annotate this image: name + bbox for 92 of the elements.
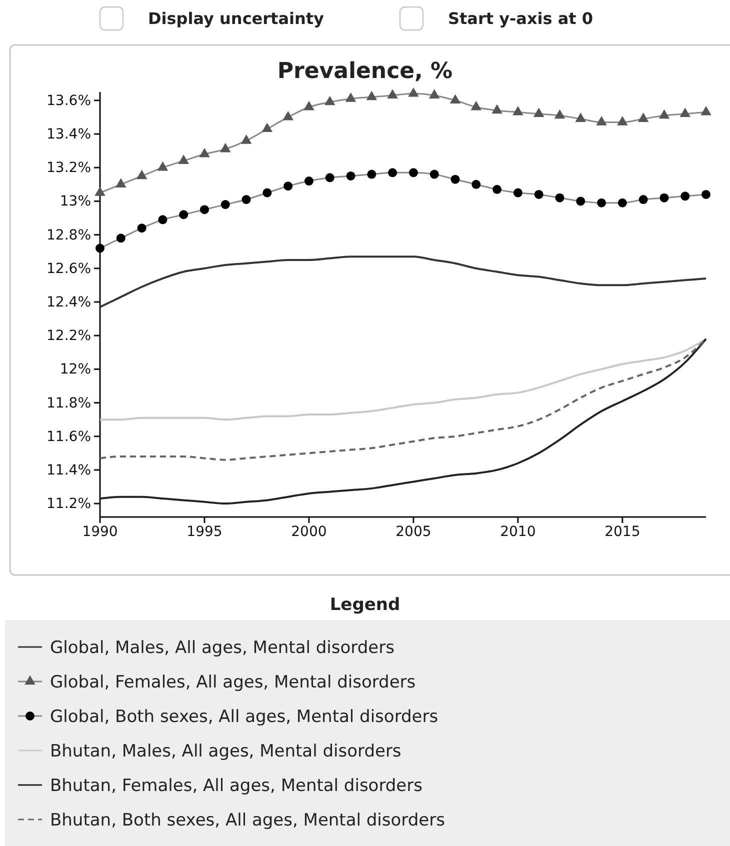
point <box>575 112 586 122</box>
legend-title: Legend <box>330 595 400 615</box>
y-tick-label: 12.2% <box>46 328 91 344</box>
point <box>240 134 252 144</box>
point <box>702 190 710 199</box>
x-tick-label: 2000 <box>291 524 327 540</box>
point <box>596 116 607 126</box>
point <box>325 173 334 182</box>
point <box>284 182 293 191</box>
point <box>470 100 482 110</box>
y-tick-label: 12% <box>60 362 91 378</box>
point <box>450 174 460 184</box>
point <box>282 110 294 120</box>
point <box>262 122 273 132</box>
y-tick-label: 11.8% <box>46 395 91 412</box>
point <box>200 205 209 214</box>
point <box>367 170 376 179</box>
point <box>555 193 564 202</box>
point <box>346 171 356 180</box>
point <box>638 112 649 122</box>
point <box>366 90 378 100</box>
x-tick-label: 1990 <box>82 524 118 540</box>
line-series <box>99 256 707 308</box>
point <box>472 180 481 189</box>
x-tick-label: 2010 <box>500 524 536 540</box>
point <box>242 195 251 204</box>
point <box>450 94 461 104</box>
point <box>492 104 502 114</box>
legend-label: Global, Both sexes, All ages, Mental disorders <box>50 707 438 727</box>
point <box>96 244 104 253</box>
point <box>513 188 522 198</box>
point <box>408 168 418 178</box>
y-tick-label: 13.6% <box>46 92 91 109</box>
legend-label: Global, Males, All ages, Mental disorders <box>50 638 395 658</box>
point <box>430 170 439 179</box>
point <box>428 89 440 98</box>
point <box>700 106 712 116</box>
x-tick-label: 2005 <box>396 524 432 540</box>
point <box>597 198 606 208</box>
text: Display uncertainty <box>148 9 325 28</box>
point <box>136 170 148 180</box>
y-tick-label: 13.4% <box>46 126 91 142</box>
point <box>408 87 419 97</box>
legend-label: Bhutan, Males, All ages, Mental disorders <box>50 742 402 762</box>
x-tick-label: 2015 <box>604 524 640 540</box>
y-tick-label: 12.6% <box>46 260 91 277</box>
point <box>94 186 106 196</box>
point <box>304 100 314 110</box>
point <box>680 192 690 201</box>
point <box>220 142 231 152</box>
point <box>158 215 168 224</box>
point <box>492 184 502 194</box>
point <box>534 190 544 199</box>
y-tick-label: 12.4% <box>46 294 91 310</box>
chart-title: Prevalence, % <box>277 59 453 84</box>
legend-label: Global, Females, All ages, Mental disorders <box>50 672 416 692</box>
point <box>262 188 272 198</box>
y-tick-label: 13.2% <box>46 160 91 176</box>
point <box>324 96 336 106</box>
point <box>617 116 628 126</box>
point <box>533 108 544 117</box>
point <box>576 196 586 206</box>
point <box>638 195 648 204</box>
point <box>387 89 398 98</box>
point <box>116 234 126 243</box>
point <box>199 148 210 158</box>
point <box>680 108 690 117</box>
y-tick-label: 11.4% <box>46 462 91 478</box>
point <box>178 154 189 164</box>
text: Start y-axis at 0 <box>448 9 593 28</box>
point <box>137 224 146 233</box>
point <box>658 109 670 119</box>
point <box>345 92 356 102</box>
x-tick-label: 1995 <box>186 524 222 540</box>
point <box>554 109 566 119</box>
point <box>304 176 314 186</box>
y-tick-label: 12.8% <box>46 227 91 244</box>
y-tick-label: 11.6% <box>46 428 91 445</box>
point <box>512 106 524 116</box>
point <box>618 198 627 208</box>
point <box>157 161 168 171</box>
point <box>116 178 126 188</box>
point <box>388 168 398 178</box>
legend-label: Bhutan, Females, All ages, Mental disorders <box>50 776 423 796</box>
legend-label: Bhutan, Both sexes, All ages, Mental disorders <box>50 810 446 830</box>
point <box>220 200 230 210</box>
line-series <box>99 338 707 505</box>
line-series <box>99 338 707 421</box>
y-tick-label: 13% <box>60 194 91 210</box>
point <box>179 210 188 220</box>
point <box>660 193 669 202</box>
y-tick-label: 11.2% <box>46 496 91 512</box>
